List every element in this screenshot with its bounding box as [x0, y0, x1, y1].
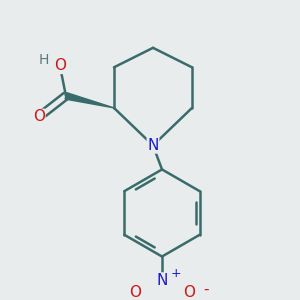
Text: N: N — [156, 273, 168, 288]
Text: N: N — [147, 138, 159, 153]
Text: O: O — [183, 285, 195, 300]
Text: O: O — [54, 58, 66, 73]
Text: -: - — [203, 282, 208, 297]
Text: +: + — [170, 266, 181, 280]
Text: O: O — [33, 110, 45, 124]
Text: O: O — [129, 285, 141, 300]
Text: H: H — [38, 53, 49, 67]
Polygon shape — [65, 93, 114, 108]
